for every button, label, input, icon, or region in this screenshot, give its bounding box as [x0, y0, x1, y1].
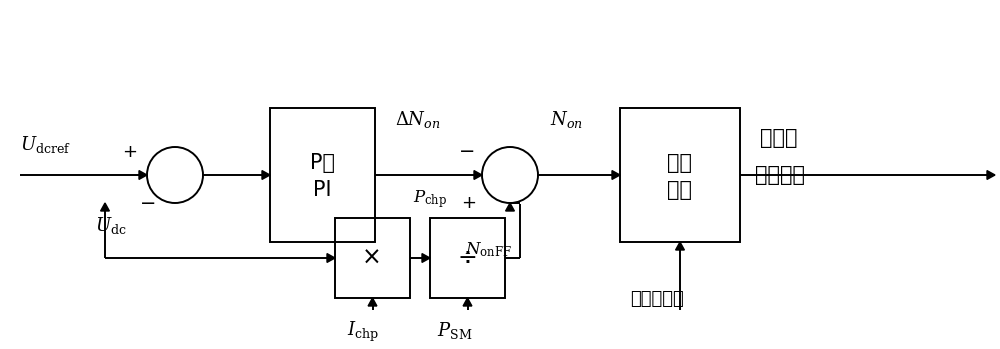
Text: +: +	[122, 143, 138, 161]
Text: P或: P或	[310, 153, 334, 173]
Text: $P_{\rm chp}$: $P_{\rm chp}$	[413, 188, 447, 210]
Text: 均压: 均压	[668, 180, 692, 200]
Polygon shape	[368, 298, 377, 306]
Text: 开关信号: 开关信号	[755, 165, 805, 185]
Text: $U_{\rm dc}$: $U_{\rm dc}$	[95, 215, 127, 236]
Polygon shape	[422, 254, 430, 262]
Polygon shape	[474, 171, 482, 179]
Text: ×: ×	[362, 246, 382, 270]
Text: PI: PI	[313, 180, 331, 200]
Polygon shape	[506, 203, 514, 211]
Text: $I_{\rm chp}$: $I_{\rm chp}$	[347, 320, 379, 344]
Text: $\Delta N_{on}$: $\Delta N_{on}$	[395, 109, 441, 130]
Polygon shape	[463, 298, 472, 306]
Text: +: +	[462, 194, 477, 212]
Text: $N_{on}$: $N_{on}$	[550, 109, 583, 130]
Polygon shape	[987, 171, 995, 179]
Polygon shape	[139, 171, 147, 179]
Text: 排序: 排序	[668, 153, 692, 173]
Text: ÷: ÷	[457, 246, 477, 270]
Bar	[270, 108, 375, 242]
Text: 子模块: 子模块	[760, 128, 798, 148]
Text: 子模块电压: 子模块电压	[630, 290, 684, 308]
Text: $P_{\rm SM}$: $P_{\rm SM}$	[437, 320, 473, 341]
Polygon shape	[676, 242, 684, 250]
Polygon shape	[262, 171, 270, 179]
Text: $U_{\rm dcref}$: $U_{\rm dcref}$	[20, 134, 71, 155]
Bar	[335, 218, 410, 298]
Polygon shape	[612, 171, 620, 179]
Text: −: −	[459, 142, 475, 162]
Bar	[430, 218, 505, 298]
Polygon shape	[327, 254, 335, 262]
Text: −: −	[140, 193, 156, 213]
Polygon shape	[101, 203, 109, 211]
Text: $N_{\rm onFF}$: $N_{\rm onFF}$	[465, 240, 512, 259]
Bar	[620, 108, 740, 242]
